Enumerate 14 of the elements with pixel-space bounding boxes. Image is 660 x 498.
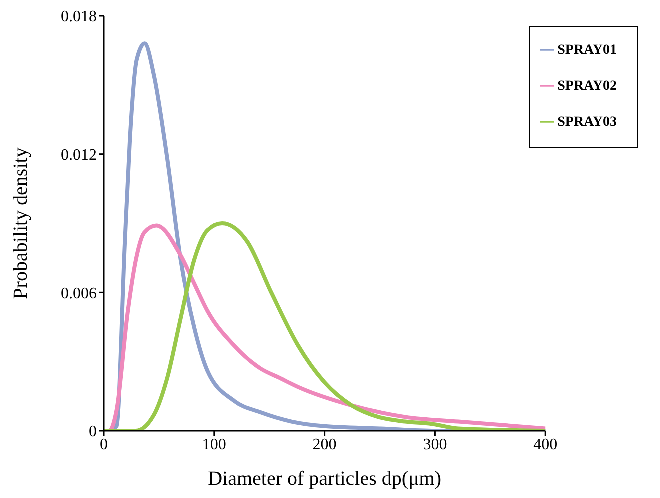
y-tick-label: 0.012 xyxy=(61,147,97,164)
x-tick-label: 400 xyxy=(534,436,558,454)
x-axis-title: Diameter of particles dp(μm) xyxy=(208,468,442,490)
y-tick-label: 0.018 xyxy=(61,8,97,26)
legend-label: SPRAY02 xyxy=(558,79,617,94)
legend-label: SPRAY03 xyxy=(558,115,617,130)
legend-label: SPRAY01 xyxy=(558,43,617,58)
x-tick-label: 200 xyxy=(312,436,337,454)
x-tick-label: 100 xyxy=(202,436,226,454)
y-tick-label: 0.006 xyxy=(61,285,97,302)
x-tick-label: 300 xyxy=(423,436,448,454)
y-axis-title: Probability density xyxy=(10,148,32,300)
y-tick-label: 0 xyxy=(89,424,97,441)
x-tick-label: 0 xyxy=(100,436,108,454)
